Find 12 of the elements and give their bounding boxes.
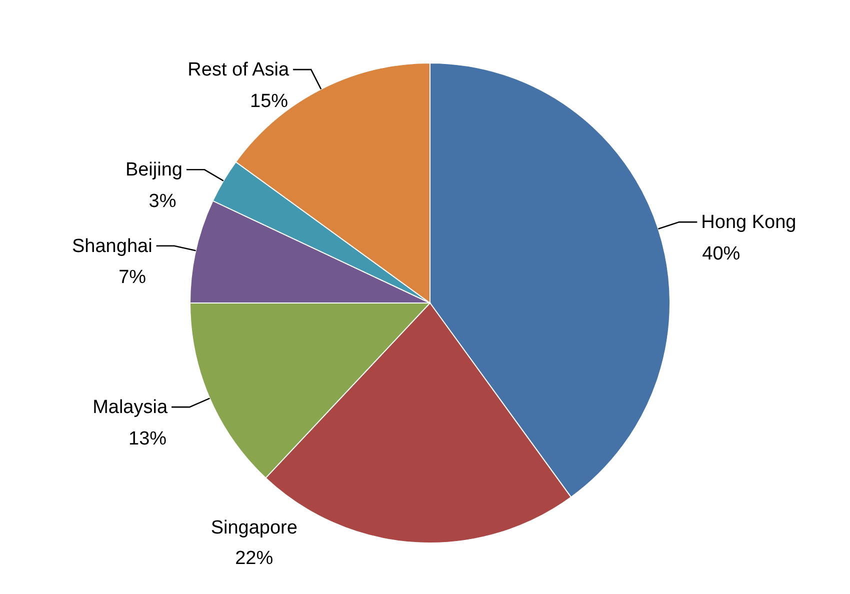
slice-label: Rest of Asia [188,60,290,81]
data-label: 15% [250,90,288,112]
slice-label: Beijing [125,160,182,181]
slice-label: Malaysia [92,397,168,418]
slice-label: Hong Kong [701,212,796,234]
data-label: 40% [702,243,740,264]
data-label: 3% [148,190,176,212]
slice-label: Singapore [210,517,298,538]
data-label: 7% [118,267,146,288]
data-label: 13% [128,428,167,450]
data-label: 22% [235,548,274,569]
slice-label: Shanghai [72,236,152,257]
